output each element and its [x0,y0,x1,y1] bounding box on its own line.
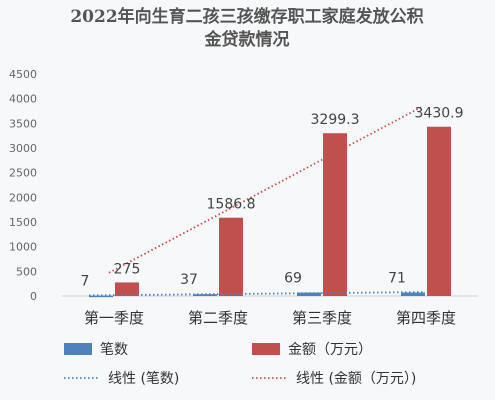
data-label-amount: 3430.9 [415,106,464,122]
y-tick-label: 4500 [9,68,37,81]
legend: 笔数 金额（万元） 线性 (笔数) 线性 (金额（万元）) [64,342,416,387]
data-label-amount: 275 [114,261,141,277]
data-label-count: 71 [388,270,406,286]
bar-amount [323,133,347,296]
data-label-count: 7 [81,274,90,290]
bar-amount [219,217,243,296]
y-tick-label: 3000 [9,142,37,155]
legend-label: 笔数 [100,342,128,358]
chart-title-line-2: 金贷款情况 [204,29,290,50]
chart-title-line-1: 2022年向生育二孩三孩缴存职工家庭发放公积 [70,6,423,27]
x-tick-label: 第二季度 [188,309,248,327]
y-axis: 0 500 1000 1500 2000 2500 3000 3500 4000 4500 [9,68,37,303]
legend-label: 金额（万元） [288,342,372,358]
x-tick-label: 第一季度 [84,309,144,327]
y-tick-label: 1500 [9,216,37,229]
legend-label: 线性 (笔数) [108,371,179,387]
x-tick-label: 第三季度 [292,309,352,327]
y-tick-label: 500 [16,265,37,278]
y-tick-label: 1000 [9,241,37,254]
data-labels: 7 275 37 1586.8 69 3299.3 71 3430.9 [81,106,464,290]
legend-swatch [252,343,280,355]
x-tick-label: 第四季度 [396,309,456,327]
y-tick-label: 4000 [9,93,37,106]
bar-amount [427,126,451,296]
y-tick-label: 2500 [9,167,37,180]
trendline [108,106,422,274]
bar-count [193,294,217,296]
bars [89,126,451,298]
chart-title: 2022年向生育二孩三孩缴存职工家庭发放公积 金贷款情况 [70,6,423,50]
data-label-count: 69 [284,271,302,287]
bar-count [401,292,425,296]
legend-swatch [64,343,92,355]
trendlines [88,106,426,297]
y-tick-label: 2000 [9,191,37,204]
data-label-count: 37 [180,272,198,288]
x-axis: 第一季度 第二季度 第三季度 第四季度 [84,309,456,327]
data-label-amount: 1586.8 [207,197,256,213]
bar-amount [115,282,139,296]
bar-count [89,295,113,298]
y-tick-label: 0 [30,290,37,303]
bar-count [297,292,321,296]
y-tick-label: 3500 [9,117,37,130]
data-label-amount: 3299.3 [311,112,360,128]
legend-label: 线性 (金额（万元）) [296,371,416,387]
trendline [88,291,426,297]
